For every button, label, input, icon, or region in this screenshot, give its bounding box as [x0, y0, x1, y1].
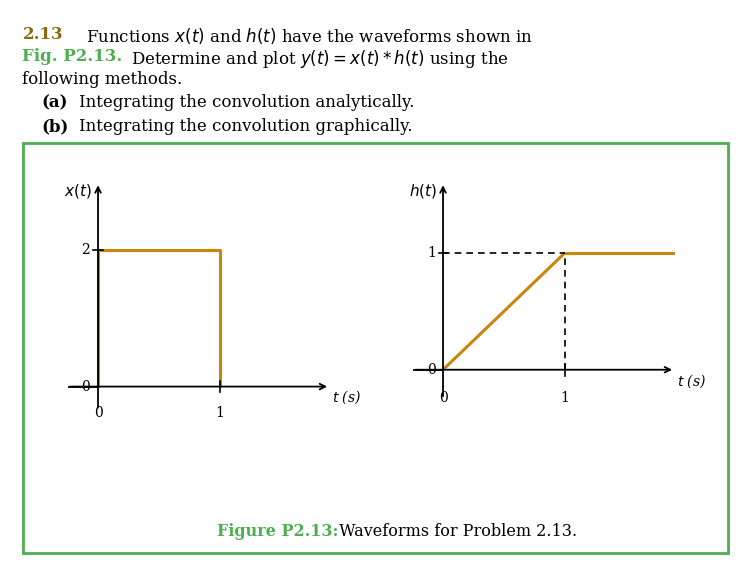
Text: Fig. P2.13.: Fig. P2.13.	[22, 48, 123, 66]
Text: 0: 0	[439, 391, 448, 405]
Text: Integrating the convolution graphically.: Integrating the convolution graphically.	[79, 118, 413, 135]
Text: 0: 0	[94, 406, 103, 420]
Text: Figure P2.13:: Figure P2.13:	[217, 523, 339, 540]
Text: 0: 0	[427, 363, 436, 377]
Text: 1: 1	[427, 246, 436, 260]
Text: 1: 1	[216, 406, 224, 420]
Text: (a): (a)	[41, 94, 68, 111]
Text: Functions $x(t)$ and $h(t)$ have the waveforms shown in: Functions $x(t)$ and $h(t)$ have the wav…	[86, 26, 533, 46]
FancyBboxPatch shape	[22, 142, 728, 553]
Text: 1: 1	[561, 391, 569, 405]
Text: $t$ (s): $t$ (s)	[677, 372, 706, 390]
Text: 0: 0	[81, 380, 89, 393]
Text: 2: 2	[81, 243, 89, 258]
Text: following methods.: following methods.	[22, 71, 183, 88]
Text: Waveforms for Problem 2.13.: Waveforms for Problem 2.13.	[334, 523, 577, 540]
Text: Integrating the convolution analytically.: Integrating the convolution analytically…	[79, 94, 414, 111]
Text: $t$ (s): $t$ (s)	[332, 389, 362, 406]
Text: 2.13: 2.13	[22, 26, 63, 43]
Text: $h(t)$: $h(t)$	[409, 182, 437, 201]
Text: (b): (b)	[41, 118, 69, 135]
Text: $x(t)$: $x(t)$	[64, 182, 92, 201]
Text: Determine and plot $y(t) = x(t) * h(t)$ using the: Determine and plot $y(t) = x(t) * h(t)$ …	[131, 48, 509, 71]
